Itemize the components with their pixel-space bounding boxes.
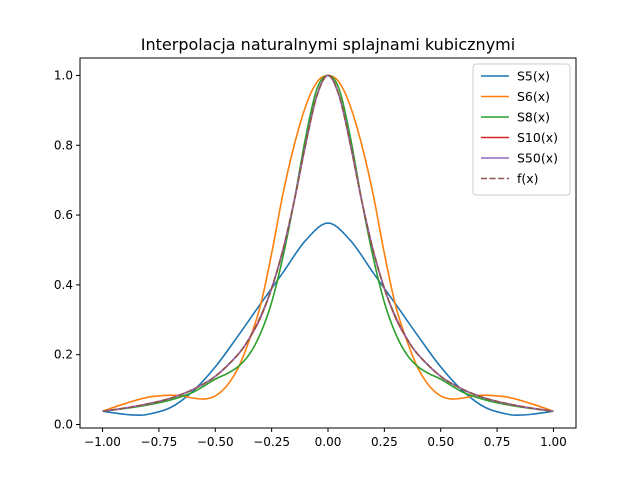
legend-label-s5-x: S5(x)	[517, 69, 550, 84]
legend-label-s10-x: S10(x)	[517, 130, 558, 145]
legend-label-s50-x: S50(x)	[517, 151, 558, 166]
x-tick-label: 0.00	[315, 435, 342, 449]
y-tick-label: 0.4	[54, 278, 73, 292]
y-tick-label: 0.8	[54, 138, 73, 152]
x-tick-label: 0.75	[484, 435, 511, 449]
x-tick-label: −0.75	[141, 435, 178, 449]
y-tick-label: 1.0	[54, 68, 73, 82]
chart-title: Interpolacja naturalnymi splajnami kubic…	[141, 35, 515, 54]
series-line-s5-x	[102, 222, 554, 416]
x-tick-label: −0.50	[197, 435, 234, 449]
legend-label-s8-x: S8(x)	[517, 110, 550, 125]
x-tick-label: −0.25	[253, 435, 290, 449]
y-tick-label: 0.2	[54, 348, 73, 362]
y-tick-label: 0.6	[54, 208, 73, 222]
series-line-f-x	[102, 74, 554, 413]
legend-label-f-x: f(x)	[517, 171, 539, 186]
x-tick-label: 0.25	[371, 435, 398, 449]
x-tick-label: −1.00	[84, 435, 121, 449]
x-tick-label: 0.50	[427, 435, 454, 449]
y-tick-label: 0.0	[54, 418, 73, 432]
legend-label-s6-x: S6(x)	[517, 89, 550, 104]
x-tick-label: 1.00	[540, 435, 567, 449]
